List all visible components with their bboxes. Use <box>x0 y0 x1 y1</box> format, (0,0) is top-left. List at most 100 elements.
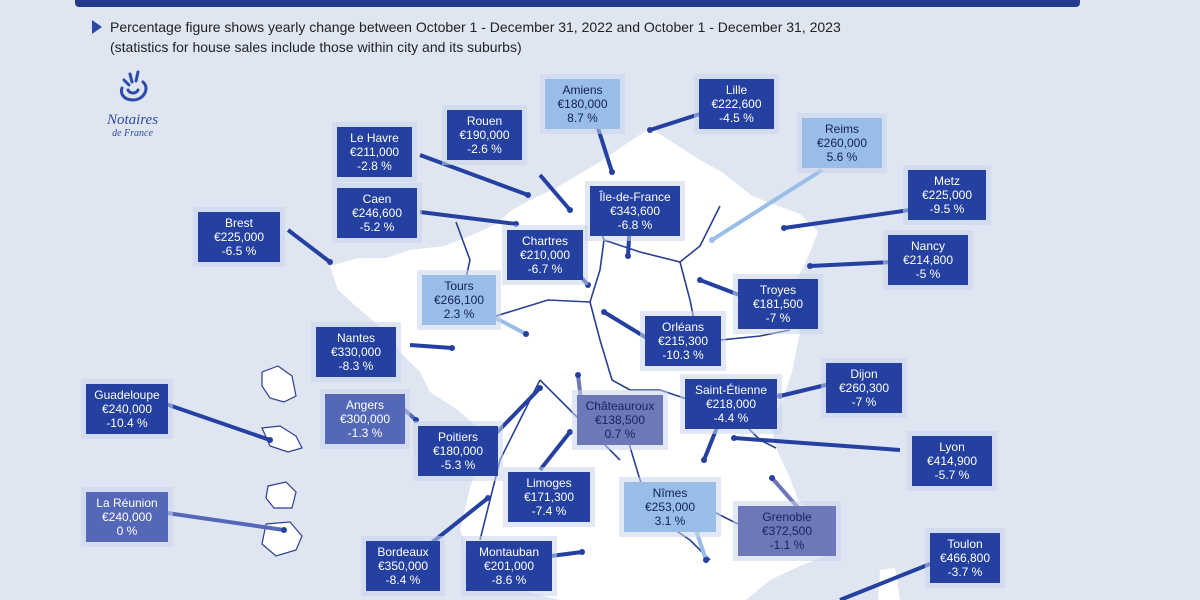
city-label-metz: Metz €225,000 -9.5 % <box>908 170 986 220</box>
notaires-emblem-icon <box>119 70 147 102</box>
city-change: -4.4 % <box>713 411 749 425</box>
city-change: -1.3 % <box>347 426 383 440</box>
city-change: -2.6 % <box>467 142 502 156</box>
top-banner-bar <box>75 0 1080 7</box>
city-change: -5.3 % <box>440 458 476 472</box>
city-change: -6.5 % <box>221 244 257 258</box>
city-price: €201,000 <box>483 559 535 573</box>
city-price: €260,000 <box>816 136 868 150</box>
city-label-chateauroux: Châteauroux €138,500 0.7 % <box>577 395 663 445</box>
city-label-toulon: Toulon €466,800 -3.7 % <box>930 533 1000 583</box>
city-price: €225,000 <box>213 230 265 244</box>
city-name: Grenoble <box>762 510 812 524</box>
city-price: €214,800 <box>902 253 954 267</box>
city-change: 8.7 % <box>567 111 598 125</box>
city-label-bordeaux: Bordeaux €350,000 -8.4 % <box>366 541 440 591</box>
city-price: €343,600 <box>609 204 661 218</box>
city-name: Toulon <box>947 537 983 551</box>
city-change: -5.2 % <box>359 220 395 234</box>
city-label-montauban: Montauban €201,000 -8.6 % <box>466 541 552 591</box>
city-name: Tours <box>444 279 474 293</box>
city-change: -5.7 % <box>934 468 970 482</box>
city-label-angers: Angers €300,000 -1.3 % <box>325 394 405 444</box>
city-price: €190,000 <box>459 128 510 142</box>
city-price: €210,000 <box>519 248 571 262</box>
city-price: €218,000 <box>705 397 757 411</box>
footnote-line-2: (statistics for house sales include thos… <box>110 39 522 55</box>
city-price: €372,500 <box>761 524 813 538</box>
city-label-rouen: Rouen €190,000 -2.6 % <box>447 110 522 160</box>
city-name: Dijon <box>850 367 878 381</box>
city-change: 0.7 % <box>604 427 636 441</box>
city-price: €215,300 <box>657 334 709 348</box>
logo-brand-text: Notaires <box>106 112 159 128</box>
city-name: Nîmes <box>652 486 688 500</box>
city-name: Le Havre <box>350 131 399 145</box>
city-label-guadeloupe: Guadeloupe €240,000 -10.4 % <box>86 384 168 434</box>
city-change: -7 % <box>765 311 791 325</box>
triangle-bullet-icon <box>92 20 102 34</box>
city-change: 3.1 % <box>654 514 686 528</box>
city-name: Nancy <box>910 239 945 253</box>
city-price: €180,000 <box>432 444 484 458</box>
city-label-dijon: Dijon €260,300 -7 % <box>826 363 902 413</box>
city-price: €211,000 <box>349 145 400 159</box>
city-label-tours: Tours €266,100 2.3 % <box>422 275 496 325</box>
city-price: €222,600 <box>711 97 762 111</box>
city-label-caen: Caen €246,600 -5.2 % <box>337 188 417 238</box>
city-name: Guadeloupe <box>94 388 160 402</box>
city-name: Brest <box>224 216 253 230</box>
city-change: -2.8 % <box>357 159 392 173</box>
city-label-ile-de-france: Île-de-France €343,600 -6.8 % <box>590 186 680 236</box>
city-label-le-havre: Le Havre €211,000 -2.8 % <box>337 127 412 177</box>
city-label-troyes: Troyes €181,500 -7 % <box>738 279 818 329</box>
city-change: -9.5 % <box>929 202 965 216</box>
city-price: €246,600 <box>351 206 403 220</box>
city-price: €138,500 <box>594 413 646 427</box>
city-label-lille: Lille €222,600 -4.5 % <box>699 79 774 129</box>
city-price: €240,000 <box>101 510 153 524</box>
city-name: Bordeaux <box>377 545 429 559</box>
city-label-poitiers: Poitiers €180,000 -5.3 % <box>418 426 498 476</box>
reunion-shape <box>261 481 303 557</box>
city-change: 0 % <box>116 524 138 538</box>
city-name: Angers <box>345 398 385 412</box>
city-price: €225,000 <box>921 188 973 202</box>
city-change: 5.6 % <box>826 150 858 164</box>
city-name: Lyon <box>939 440 965 454</box>
city-label-nancy: Nancy €214,800 -5 % <box>888 235 968 285</box>
city-label-saint-etienne: Saint-Étienne €218,000 -4.4 % <box>685 379 777 429</box>
city-name: Amiens <box>562 83 603 97</box>
city-price: €240,000 <box>101 402 153 416</box>
city-name: Troyes <box>759 283 797 297</box>
city-change: -7 % <box>851 395 877 409</box>
guadeloupe-shape <box>261 365 303 453</box>
city-price: €180,000 <box>557 97 608 111</box>
city-change: -6.7 % <box>527 262 563 276</box>
city-name: Poitiers <box>437 430 478 444</box>
city-label-la-reunion: La Réunion €240,000 0 % <box>86 492 168 542</box>
city-price: €414,900 <box>926 454 978 468</box>
city-label-chartres: Chartres €210,000 -6.7 % <box>507 230 583 280</box>
city-change: -6.8 % <box>617 218 653 232</box>
city-label-orleans: Orléans €215,300 -10.3 % <box>645 316 721 366</box>
city-label-limoges: Limoges €171,300 -7.4 % <box>508 472 590 522</box>
city-change: -3.7 % <box>947 565 983 579</box>
city-name: Metz <box>933 174 960 188</box>
city-name: La Réunion <box>96 496 158 510</box>
city-name: Orléans <box>661 320 705 334</box>
city-price: €260,300 <box>838 381 890 395</box>
city-price: €330,000 <box>330 345 382 359</box>
city-name: Limoges <box>526 476 572 490</box>
city-change: -8.3 % <box>338 359 374 373</box>
city-change: -10.4 % <box>106 416 148 430</box>
city-price: €171,300 <box>523 490 575 504</box>
city-name: Lille <box>725 83 748 97</box>
city-price: €181,500 <box>752 297 804 311</box>
city-name: Montauban <box>478 545 540 559</box>
city-name: Châteauroux <box>585 399 655 413</box>
footnote-line-1: Percentage figure shows yearly change be… <box>110 19 841 35</box>
city-name: Rouen <box>466 114 503 128</box>
city-label-reims: Reims €260,000 5.6 % <box>802 118 882 168</box>
city-name: Île-de-France <box>599 190 671 204</box>
